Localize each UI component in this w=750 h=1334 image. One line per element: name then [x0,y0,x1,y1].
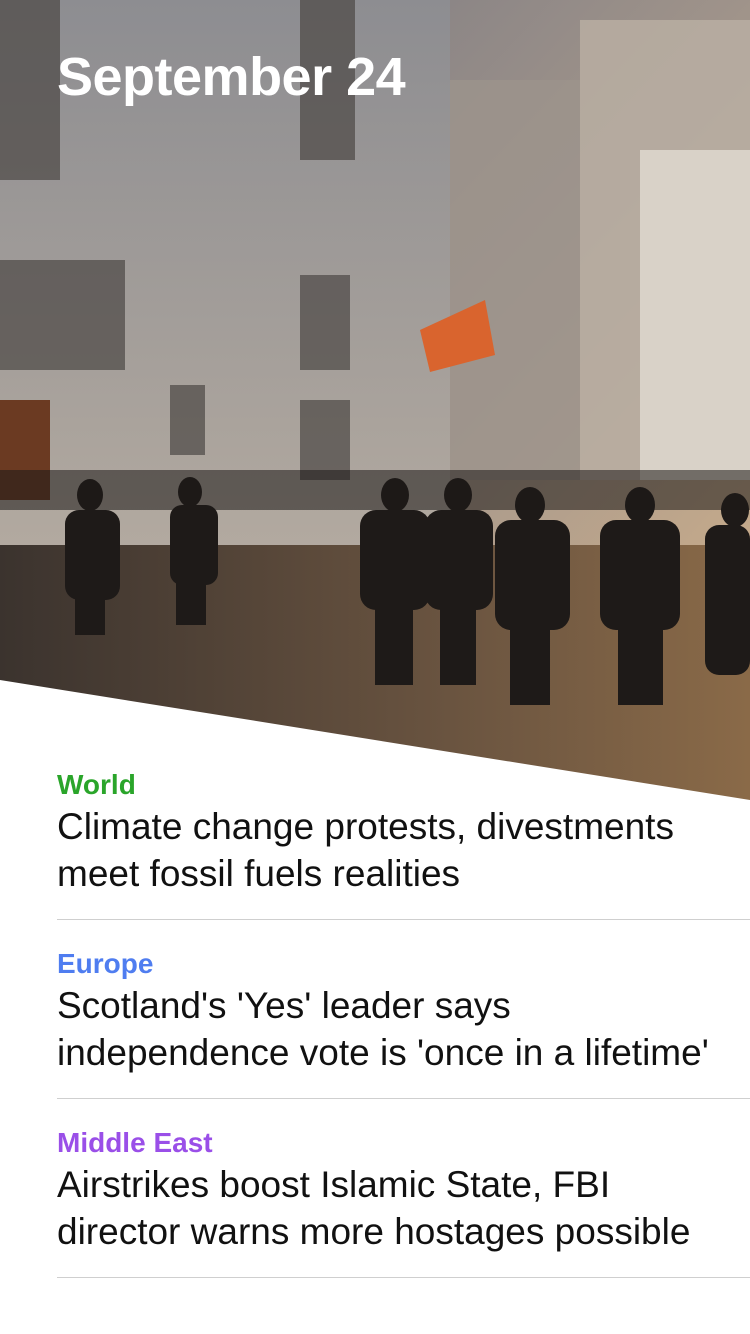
photo-building [440,80,580,480]
article-item[interactable]: World Climate change protests, divestment… [57,741,750,920]
article-headline: Scotland's 'Yes' leader says independenc… [57,985,709,1073]
photo-crowd [0,470,750,705]
article-category: Middle East [57,1127,213,1158]
article-headline: Climate change protests, divestments mee… [57,806,674,894]
hero-photo [0,0,750,800]
photo-flag [420,300,495,372]
article-item[interactable]: Middle East Airstrikes boost Islamic Stat… [57,1099,750,1278]
article-category: World [57,769,136,800]
photo-windows [0,0,355,480]
date-title: September 24 [57,47,406,107]
article-headline: Airstrikes boost Islamic State, FBI dire… [57,1164,691,1252]
diagonal-cut [0,680,750,800]
article-category: Europe [57,948,154,979]
article-item[interactable]: Europe Scotland's 'Yes' leader says indep… [57,920,750,1099]
photo-building [640,150,750,480]
article-list: World Climate change protests, divestment… [57,741,750,1278]
